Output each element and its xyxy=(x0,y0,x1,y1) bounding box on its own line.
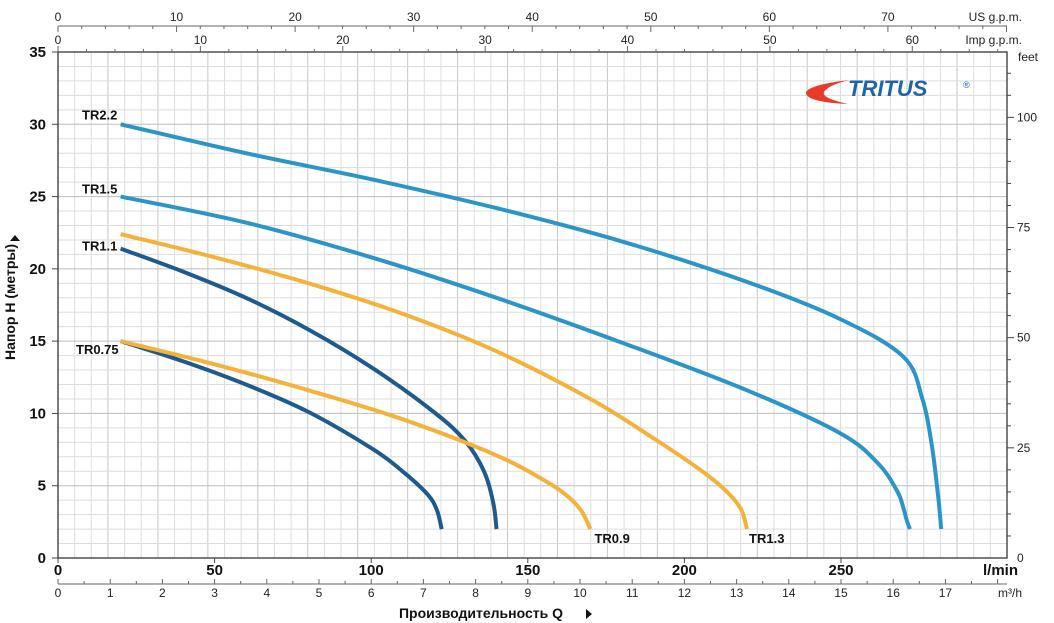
y-tick-label: 10 xyxy=(29,405,46,422)
x-axis-title: Производительность Q xyxy=(399,605,563,621)
logo-swoosh-icon xyxy=(806,80,850,104)
m3h-tick-label: 16 xyxy=(887,586,901,600)
m3h-tick-label: 13 xyxy=(730,586,744,600)
y-axis-arrow-icon xyxy=(10,235,20,241)
x-axis-arrow-icon xyxy=(586,609,592,619)
us-gpm-axis: 0 10 20 30 40 50 60 70 xyxy=(55,10,1007,32)
curve-label-tr1-3: TR1.3 xyxy=(749,531,784,546)
us-gpm-tick-label: 0 xyxy=(55,10,62,24)
x-tick-label: 150 xyxy=(515,562,540,579)
m3h-tick-label: 1 xyxy=(107,586,114,600)
feet-tick-label: 50 xyxy=(1017,331,1031,345)
imp-gpm-tick-label: 20 xyxy=(336,33,350,47)
m3h-tick-label: 17 xyxy=(939,586,953,600)
m3h-tick-label: 10 xyxy=(573,586,587,600)
imp-gpm-unit: Imp g.p.m. xyxy=(965,33,1022,47)
imp-gpm-tick-label: 10 xyxy=(194,33,208,47)
curve-tr2-2 xyxy=(120,122,944,530)
plot-frame xyxy=(57,51,1008,559)
y-tick-label: 20 xyxy=(29,261,46,278)
curve-tr1-1 xyxy=(119,246,499,530)
m3h-tick-label: 6 xyxy=(368,586,375,600)
feet-unit: feet xyxy=(1018,50,1039,64)
imp-gpm-tick-label: 0 xyxy=(55,33,62,47)
grid xyxy=(58,52,1007,558)
m3h-tick-label: 7 xyxy=(420,586,427,600)
y-tick-label: 0 xyxy=(38,550,46,567)
x-unit-label: l/min xyxy=(983,562,1018,579)
curve-label-tr0-75: TR0.75 xyxy=(76,342,119,357)
imp-gpm-axis: 0 10 20 30 40 50 60 xyxy=(55,33,999,52)
plot-border xyxy=(57,51,1008,559)
imp-gpm-tick-label: 40 xyxy=(621,33,635,47)
curve-tr0-9 xyxy=(120,339,593,530)
feet-tick-label: 25 xyxy=(1017,441,1031,455)
feet-axis: 0 25 50 75 100 xyxy=(1007,72,1037,565)
feet-tick-label: 0 xyxy=(1017,551,1024,565)
us-gpm-tick-label: 70 xyxy=(881,10,895,24)
curve-labels: TR2.2 TR1.5 TR1.1 TR0.75 TR0.9 TR1.3 xyxy=(76,107,784,546)
logo-text: TRITUS xyxy=(848,76,928,101)
m3h-tick-label: 14 xyxy=(782,586,796,600)
m3h-tick-label: 5 xyxy=(316,586,323,600)
x-axis: 0 50 100 150 200 250 xyxy=(54,558,854,579)
y-axis: 0 5 10 15 20 25 30 35 xyxy=(29,44,58,567)
m3h-tick-label: 3 xyxy=(211,586,218,600)
m3h-tick-label: 12 xyxy=(678,586,692,600)
x-tick-label: 0 xyxy=(54,562,62,579)
m3h-tick-label: 11 xyxy=(626,586,639,600)
m3h-tick-label: 15 xyxy=(834,586,848,600)
feet-tick-label: 100 xyxy=(1017,110,1037,124)
us-gpm-tick-label: 40 xyxy=(526,10,540,24)
curve-tr1-5 xyxy=(120,194,912,530)
logo-registered-mark: ® xyxy=(963,80,970,90)
y-tick-label: 35 xyxy=(29,44,46,61)
y-tick-label: 30 xyxy=(29,116,46,133)
m3h-unit: m³/h xyxy=(998,586,1022,600)
curve-label-tr1-5: TR1.5 xyxy=(82,182,117,197)
x-tick-label: 100 xyxy=(359,562,384,579)
curve-label-tr1-1: TR1.1 xyxy=(82,239,117,254)
us-gpm-tick-label: 10 xyxy=(170,10,184,24)
y-axis-title: Напор H (метры) xyxy=(2,244,18,360)
curve-label-tr0-9: TR0.9 xyxy=(594,531,629,546)
us-gpm-tick-label: 50 xyxy=(644,10,658,24)
curve-tr0-75 xyxy=(119,339,444,530)
imp-gpm-tick-label: 30 xyxy=(478,33,492,47)
imp-gpm-tick-label: 60 xyxy=(906,33,920,47)
imp-gpm-tick-label: 50 xyxy=(763,33,777,47)
m3h-tick-label: 4 xyxy=(263,586,270,600)
us-gpm-tick-label: 60 xyxy=(763,10,777,24)
m3h-tick-label: 0 xyxy=(55,586,62,600)
y-tick-label: 25 xyxy=(29,189,46,206)
tritus-logo: TRITUS ® xyxy=(806,76,970,104)
m3h-tick-label: 9 xyxy=(524,586,531,600)
curve-tr1-3 xyxy=(120,232,749,530)
x-tick-label: 250 xyxy=(828,562,853,579)
us-gpm-unit: US g.p.m. xyxy=(969,10,1022,24)
curves xyxy=(119,122,944,530)
m3h-axis: 0 1 2 3 4 5 6 7 8 9 10 11 12 13 14 15 16 17 xyxy=(55,579,1007,600)
y-tick-label: 5 xyxy=(38,478,46,495)
us-gpm-tick-label: 20 xyxy=(288,10,302,24)
x-tick-label: 50 xyxy=(206,562,223,579)
feet-tick-label: 75 xyxy=(1017,221,1031,235)
us-gpm-tick-label: 30 xyxy=(407,10,421,24)
y-tick-label: 15 xyxy=(29,333,46,350)
m3h-tick-label: 8 xyxy=(472,586,479,600)
m3h-tick-label: 2 xyxy=(159,586,166,600)
curve-label-tr2-2: TR2.2 xyxy=(82,107,117,122)
x-tick-label: 200 xyxy=(672,562,697,579)
